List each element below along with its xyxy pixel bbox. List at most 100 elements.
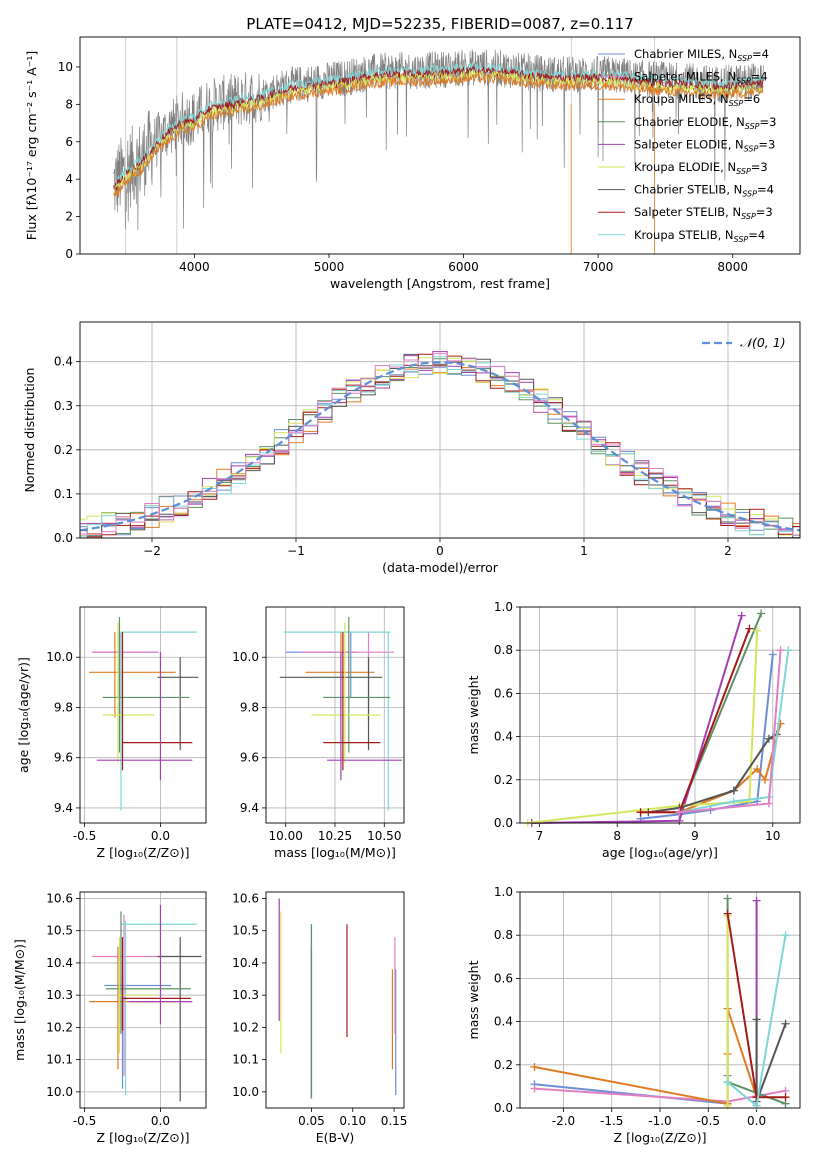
weight-marker [768, 650, 777, 659]
y-tick-label: 9.6 [54, 751, 73, 765]
weight-marker [752, 1101, 761, 1110]
legend-entry: Chabrier STELIB, NSSP=4 [634, 183, 774, 199]
weight-line [527, 630, 759, 824]
x-tick-label: 0.15 [381, 1114, 408, 1128]
x-tick-label: -0.5 [697, 1114, 720, 1128]
weight-marker [636, 808, 645, 817]
weight-line [531, 615, 743, 824]
weight-marker [530, 1084, 539, 1093]
residual-histogram [80, 358, 800, 538]
y-tick-label: 0.6 [494, 686, 513, 700]
y-tick-label: 10.0 [46, 650, 73, 664]
y-tick-label: 10.6 [232, 891, 259, 905]
axes-frame [519, 891, 801, 1109]
x-tick-label: 0.0 [151, 829, 170, 843]
x-axis-label: mass [log₁₀(M/M⊙)] [274, 845, 396, 860]
y-tick-label: 10.4 [46, 956, 73, 970]
weight-marker [753, 626, 762, 635]
y-tick-label: 10.2 [46, 1020, 73, 1034]
y-tick-label: 9.8 [240, 700, 259, 714]
x-tick-label: 7000 [583, 260, 614, 274]
x-tick-label: -2.0 [552, 1114, 575, 1128]
axes-frame [265, 606, 405, 824]
y-tick-label: 9.4 [54, 801, 73, 815]
y-tick-label: 0.0 [494, 816, 513, 830]
y-tick-label: 0.8 [494, 643, 513, 657]
axes-frame [79, 891, 207, 1109]
y-tick-label: 10.0 [232, 650, 259, 664]
gaussian-curve [79, 360, 801, 532]
x-tick-label: 0.0 [151, 1114, 170, 1128]
y-tick-label: 0.6 [494, 971, 513, 985]
x-tick-label: 0 [436, 544, 444, 558]
residual-histogram [80, 353, 800, 536]
axes-frame [79, 321, 801, 539]
x-tick-label: −1 [287, 544, 305, 558]
y-tick-label: 10.1 [46, 1053, 73, 1067]
weight-marker [723, 909, 732, 918]
legend-entry: Salpeter ELODIE, NSSP=3 [634, 137, 775, 153]
legend-entry: Kroupa MILES, NSSP=6 [634, 92, 760, 108]
y-tick-label: 9.6 [240, 751, 259, 765]
weight-marker [764, 734, 773, 743]
spectrum-panel: 4000 5000 6000 7000 8000 0 2 4 6 8 10 wavelength [A… [24, 36, 801, 291]
residual-histogram [80, 366, 800, 538]
weight-marker [752, 896, 761, 905]
weight-marker [776, 646, 785, 655]
weight-marker [757, 609, 766, 618]
axes-frame [519, 606, 801, 824]
x-axis-label: E(B-V) [316, 1130, 355, 1145]
y-tick-label: 10.5 [232, 924, 259, 938]
y-tick-label: 10.3 [232, 988, 259, 1002]
y-axis-label: mass weight [466, 960, 481, 1039]
legend-entry: Chabrier MILES, NSSP=4 [634, 47, 769, 63]
massweight-vs-metallicity-panel: -2.0 -1.5 -1.0 -0.5 0.0 0.0 0.2 0.4 0.6 0.8 1.0 Z [… [466, 885, 801, 1145]
x-axis-label: (data-model)/error [382, 560, 499, 575]
x-tick-label: 10.50 [367, 829, 401, 843]
y-tick-label: 0.2 [494, 773, 513, 787]
y-tick-label: 0.1 [54, 487, 73, 501]
x-tick-label: 8000 [717, 260, 748, 274]
y-tick-label: 10.1 [232, 1053, 259, 1067]
y-tick-label: 0.2 [54, 443, 73, 457]
weight-line [534, 1008, 758, 1105]
weight-marker [752, 1015, 761, 1024]
y-axis-label: mass weight [466, 675, 481, 754]
weight-marker [761, 775, 769, 784]
y-tick-label: 0 [65, 247, 73, 261]
x-axis-label: wavelength [Angstrom, rest frame] [330, 276, 550, 291]
x-axis-label: age [log₁₀(age/yr)] [602, 845, 718, 860]
y-axis-label: age [log₁₀(age/yr)] [16, 657, 31, 773]
massweight-vs-age-panel: 7 8 9 10 0.0 0.2 0.4 0.6 0.8 1.0 age [log₁₀(age/yr… [466, 600, 801, 860]
x-tick-label: -1.0 [648, 1114, 671, 1128]
y-tick-label: 4 [65, 172, 73, 186]
weight-marker [752, 1093, 761, 1102]
y-tick-label: 10.6 [46, 891, 73, 905]
legend: Chabrier MILES, NSSP=4 Salpeter MILES, NS… [598, 47, 776, 244]
residuals-panel: −2 −1 0 1 2 0.0 0.1 0.2 0.3 0.4 (data-model)/error… [22, 321, 801, 575]
y-tick-label: 10.3 [46, 988, 73, 1002]
x-tick-label: 2 [724, 544, 732, 558]
y-tick-label: 8 [65, 97, 73, 111]
x-tick-label: 6000 [448, 260, 479, 274]
y-tick-label: 0.4 [494, 730, 513, 744]
weight-marker [745, 624, 754, 633]
legend-entry: Salpeter MILES, NSSP=4 [634, 70, 768, 86]
y-axis-label: mass [log₁₀(M/M⊙)] [12, 939, 27, 1061]
weight-line [755, 1019, 787, 1102]
y-axis-label: Flux [fλ10⁻¹⁷ erg cm⁻² s⁻¹ A⁻¹] [24, 51, 39, 240]
x-tick-label: 10.25 [318, 829, 352, 843]
y-tick-label: 10.5 [46, 924, 73, 938]
y-tick-label: 10.2 [232, 1020, 259, 1034]
axes-frame [265, 891, 405, 1109]
legend-entry: Salpeter STELIB, NSSP=3 [634, 205, 773, 221]
weight-marker [753, 765, 762, 773]
y-tick-label: 1.0 [494, 885, 513, 899]
model-spectrum [113, 72, 764, 197]
x-tick-label: 5000 [314, 260, 345, 274]
mass-vs-ebv-panel: 0.05 0.10 0.15 10.0 10.1 10.2 10.3 10.4 10.5 10.6… [232, 891, 407, 1145]
figure-title: PLATE=0412, MJD=52235, FIBERID=0087, z=0… [246, 15, 633, 33]
weight-marker [781, 1019, 790, 1028]
legend-entry: 𝒩(0, 1) [740, 335, 786, 350]
x-tick-label: 9 [691, 829, 699, 843]
